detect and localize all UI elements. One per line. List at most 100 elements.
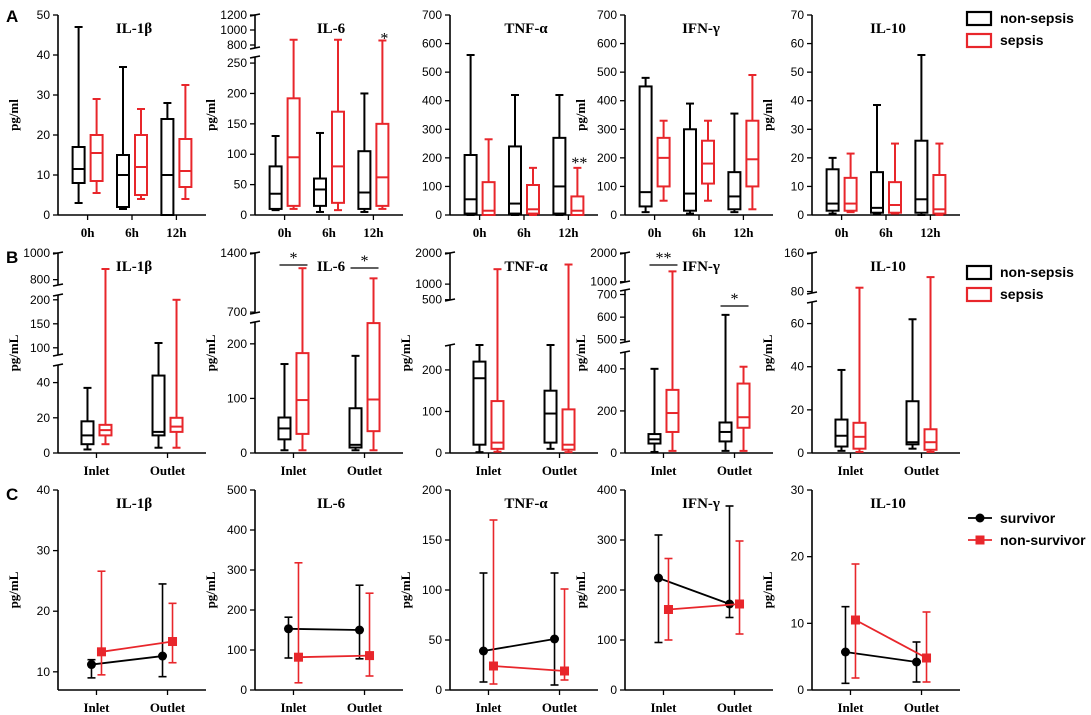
x-category-label: 0h (648, 225, 663, 240)
line-series-non-survivor (488, 519, 570, 685)
box-sepsis-6h (134, 108, 148, 200)
box-iqr (665, 388, 680, 433)
y-tick-label: 300 (422, 122, 442, 136)
box-iqr (638, 85, 653, 208)
chart-title: IL-10 (870, 496, 906, 512)
box-iqr (116, 154, 130, 208)
box-non-sepsis-12h (727, 112, 742, 214)
x-category-label: 12h (733, 225, 754, 240)
box-sepsis-Inlet (852, 286, 867, 453)
y-tick-label: 200 (597, 404, 617, 418)
box-iqr (683, 128, 697, 212)
box-non-sepsis-Outlet (905, 318, 920, 450)
box-iqr (543, 389, 558, 444)
x-category-label: Inlet (650, 463, 677, 478)
x-category-label: Inlet (280, 463, 307, 478)
legend-label: sepsis (1000, 32, 1044, 48)
box-non-sepsis-Outlet (151, 342, 166, 449)
box-iqr (923, 428, 938, 451)
box-iqr (160, 118, 175, 216)
y-tick-label: 600 (597, 310, 617, 324)
y-tick-label: 600 (422, 37, 442, 51)
y-tick-label: 200 (227, 603, 247, 617)
box-sepsis-0h (843, 152, 858, 214)
box-sepsis-12h (570, 166, 585, 217)
legend-label: non-survivor (1000, 532, 1086, 548)
box-iqr (852, 421, 867, 450)
data-point-circle (355, 625, 365, 635)
y-tick-label: 0 (610, 446, 617, 460)
legend-label: survivor (1000, 510, 1056, 526)
x-category-label: Outlet (717, 463, 753, 478)
box-non-sepsis-Inlet (277, 363, 292, 452)
y-tick-label: 200 (597, 151, 617, 165)
axis-group: 10 20 30 40 Inlet Outlet pg/mL IL-1β (6, 483, 206, 715)
y-tick-label: 100 (597, 633, 617, 647)
axis-break-mark (249, 55, 261, 59)
y-tick-label: 1200 (220, 8, 247, 22)
y-tick-label: 10 (37, 168, 51, 182)
box-iqr (870, 171, 884, 214)
y-axis-label: pg/mL (6, 334, 21, 371)
x-category-label: 0h (835, 225, 850, 240)
box-non-sepsis-0h (268, 135, 283, 212)
box-non-sepsis-Outlet (718, 313, 733, 452)
x-category-label: 6h (125, 225, 140, 240)
chart-title: IFN-γ (682, 259, 720, 275)
y-axis-label: pg/mL (573, 571, 588, 608)
axis-group: 0 100 200 300 400 500 600 700 0h 6h 12h pg/ml IFN-γ (573, 8, 773, 240)
box-iqr (825, 168, 840, 212)
y-tick-label: 20 (37, 604, 51, 618)
y-tick-label: 500 (422, 65, 442, 79)
data-point-circle (653, 573, 663, 583)
axis-group: 0 100 200 300 400 Inlet Outlet pg/mL IFN-γ (573, 483, 773, 715)
y-tick-label: 700 (597, 8, 617, 22)
y-tick-label: 20 (37, 411, 51, 425)
axis-group: 0 100 200 300 400 500 600 700 0h 6h 12h TNF-α (422, 8, 598, 240)
box-iqr (366, 322, 381, 433)
box-non-sepsis-0h (71, 26, 86, 204)
chart-title: IL-6 (317, 21, 346, 37)
box-iqr (745, 119, 760, 188)
box-iqr (357, 150, 372, 210)
chart-title: IL-6 (317, 496, 346, 512)
y-axis-label: pg/mL (203, 571, 218, 608)
y-axis-label: pg/mL (398, 571, 413, 608)
series-line (483, 638, 555, 652)
y-tick-label: 30 (37, 544, 51, 558)
box-non-sepsis-Inlet (834, 368, 849, 452)
data-point-square (168, 637, 178, 647)
box-iqr (463, 154, 478, 215)
y-tick-label: 80 (791, 285, 805, 299)
y-tick-label: 10 (37, 665, 51, 679)
axis-group: 0 100 200 700 1400 Inlet Outlet pg/mL IL-6 (203, 246, 403, 478)
axis-break-mark (806, 291, 818, 295)
box-sepsis-Outlet (736, 365, 751, 452)
legend-item-survivor: survivor (968, 510, 1056, 526)
data-point-square (663, 605, 673, 614)
y-tick-label: 400 (227, 523, 247, 537)
chart-title: IL-10 (870, 21, 906, 37)
y-tick-label: 400 (597, 483, 617, 497)
panel-letter-B: B (6, 248, 18, 267)
box-non-sepsis-Outlet (543, 344, 558, 450)
y-axis-label: pg/mL (6, 571, 21, 608)
box-sepsis-12h (178, 84, 193, 200)
y-tick-label: 1000 (590, 275, 617, 289)
axis-group: 0 10 20 30 40 50 0h 6h 12h pg/ml IL-1β (6, 8, 206, 240)
y-tick-label: 0 (435, 446, 442, 460)
series-line (658, 577, 730, 605)
box-iqr (508, 145, 522, 215)
x-category-label: 0h (81, 225, 96, 240)
y-tick-label: 40 (37, 48, 51, 62)
box-iqr (561, 408, 576, 451)
y-tick-label: 700 (227, 305, 247, 319)
significance-mark: * (289, 250, 297, 267)
line-series-survivor (86, 583, 168, 679)
y-tick-label: 60 (791, 37, 805, 51)
x-category-label: 0h (473, 225, 488, 240)
series-line (298, 654, 370, 659)
x-category-label: Inlet (83, 463, 110, 478)
y-tick-label: 0 (610, 683, 617, 697)
x-category-label: Outlet (150, 463, 186, 478)
